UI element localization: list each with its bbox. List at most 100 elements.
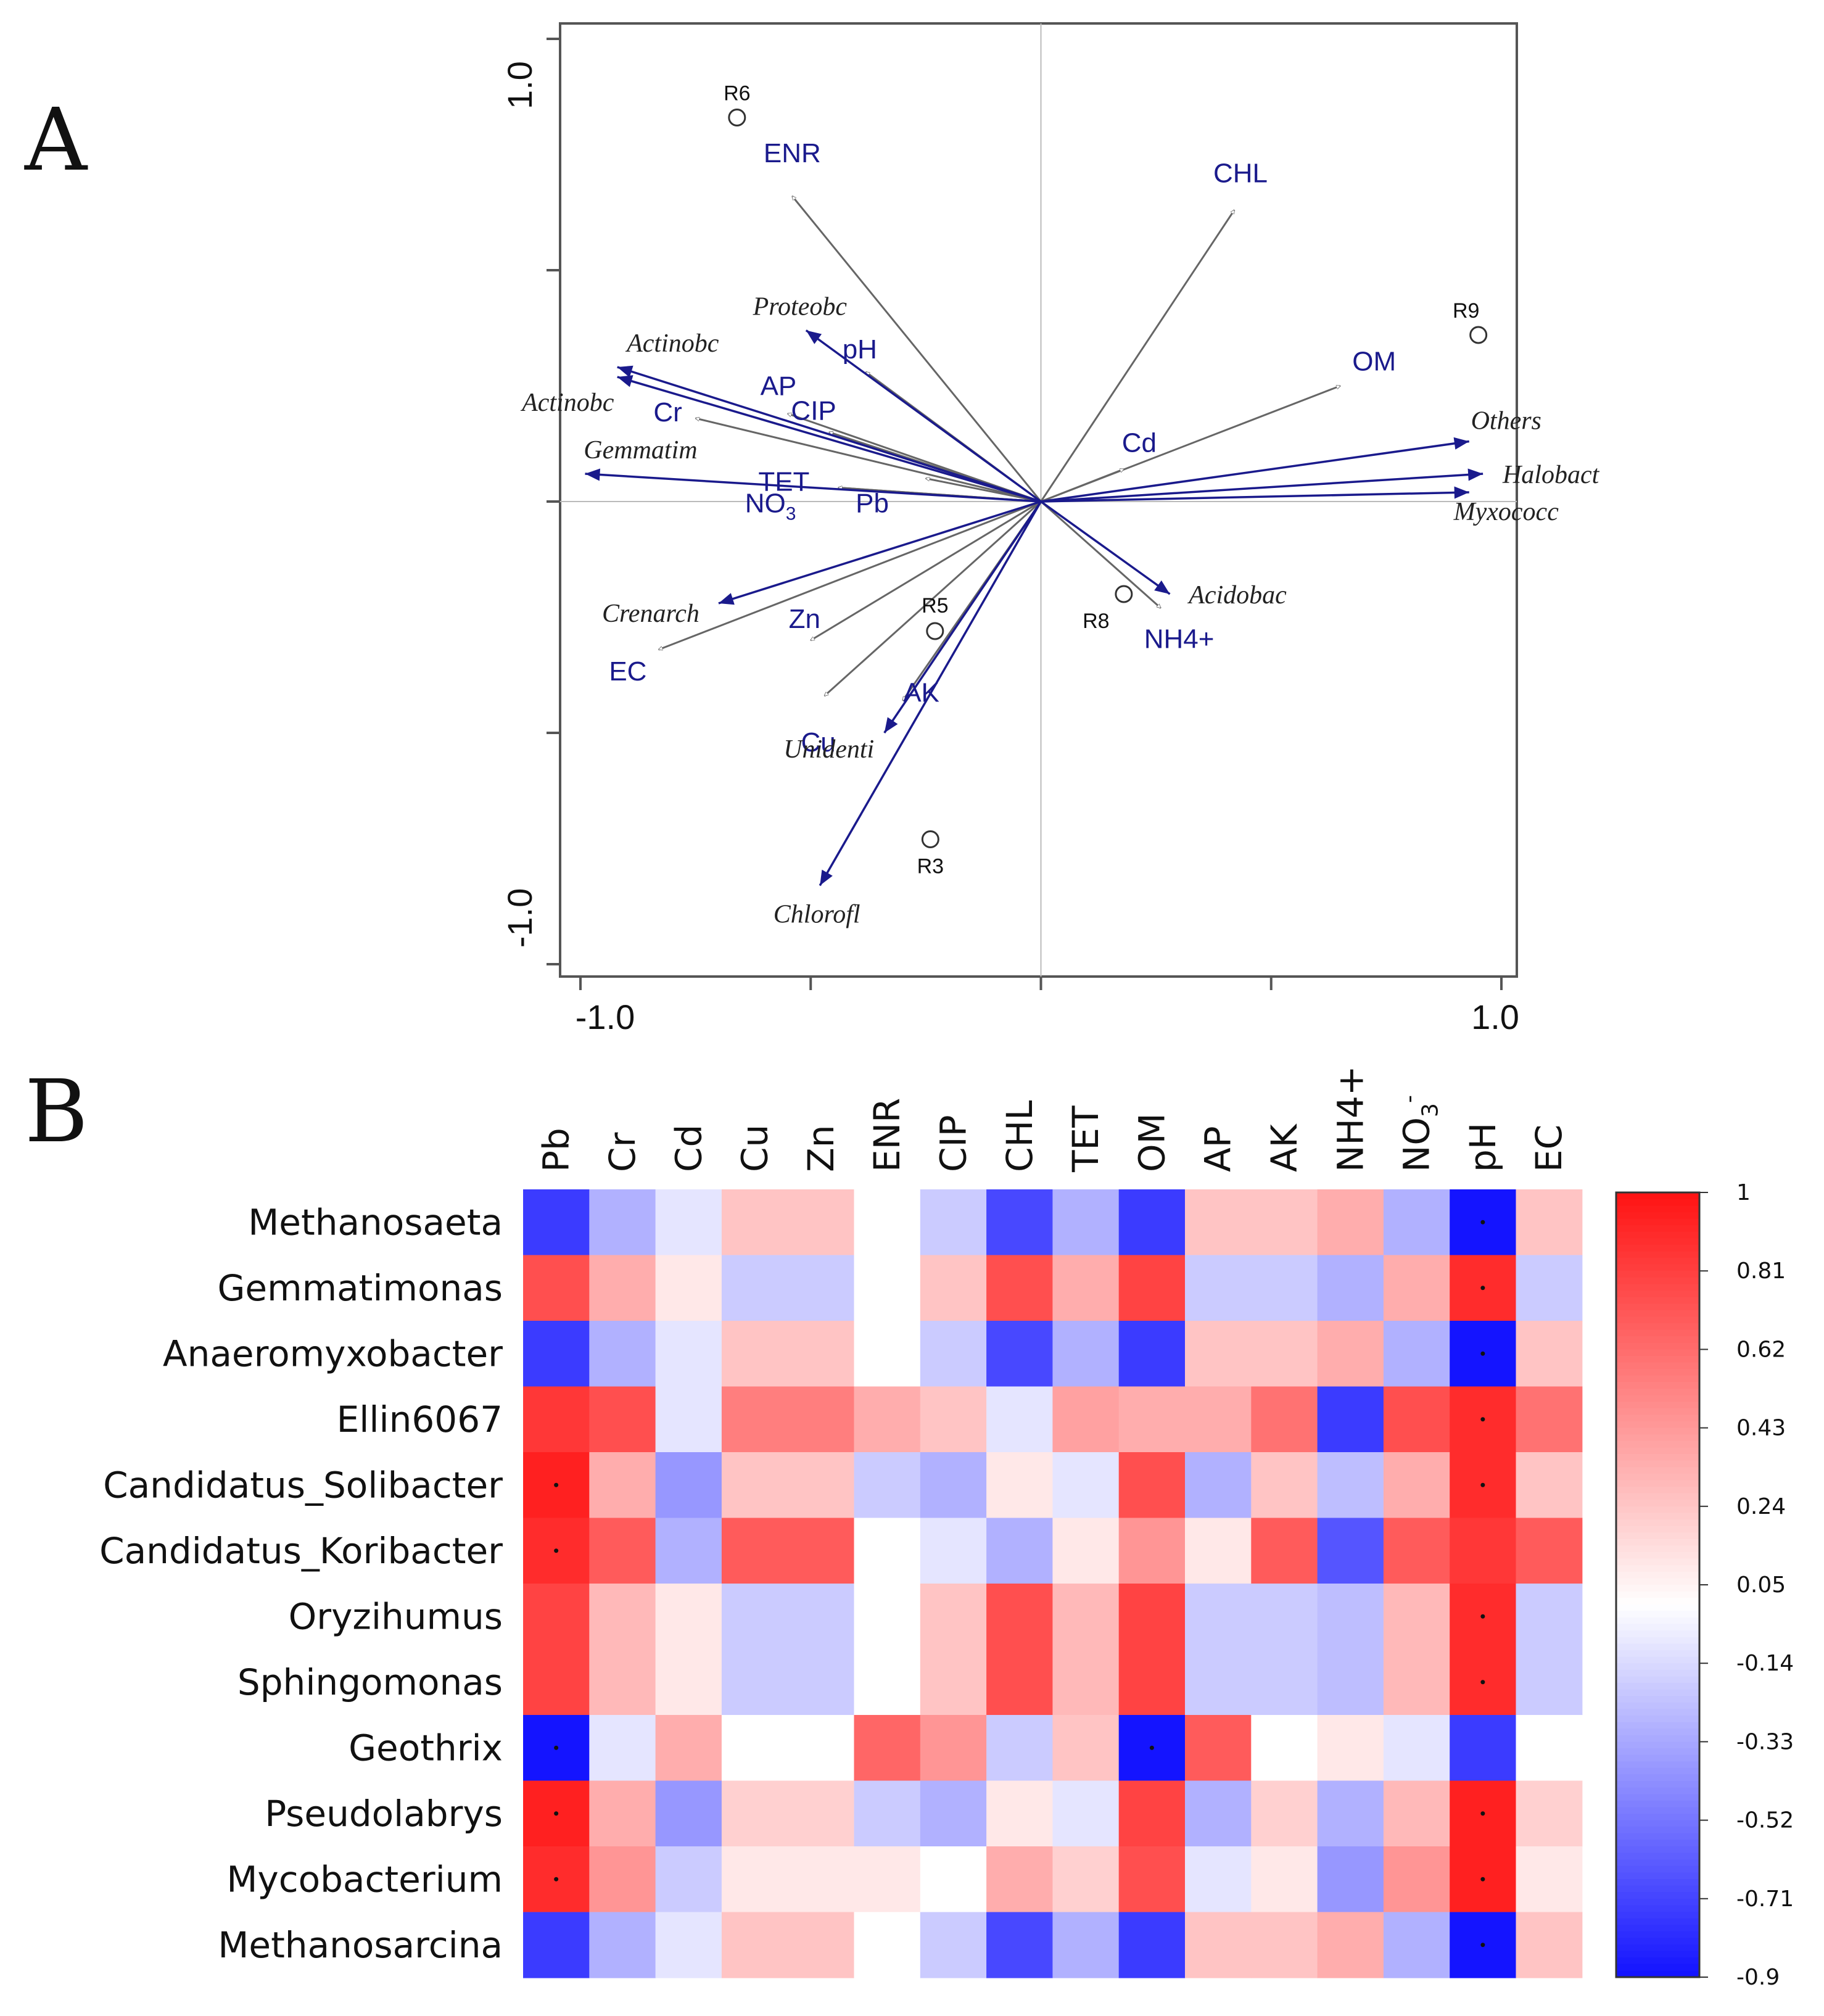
heatmap-cell [655, 1584, 722, 1650]
colorbar-step [1616, 1656, 1699, 1664]
significance-dot [554, 1548, 559, 1553]
heatmap-cell [1516, 1255, 1583, 1321]
heatmap-cell [1317, 1452, 1384, 1519]
env-arrow-zn [811, 500, 1042, 642]
heatmap-cell [920, 1518, 987, 1584]
heatmap [523, 1189, 1583, 1978]
colorbar-step [1616, 1277, 1699, 1285]
heatmap-cell [1052, 1780, 1120, 1847]
heatmap-cell [986, 1255, 1053, 1321]
column-label: CIP [932, 1115, 974, 1172]
colorbar-step [1616, 1716, 1699, 1723]
site-point [921, 830, 939, 848]
colorbar-step [1616, 1741, 1699, 1749]
colorbar-step [1616, 1611, 1699, 1618]
heatmap-cell [854, 1846, 921, 1913]
heatmap-cell [523, 1912, 590, 1978]
significance-dot [1149, 1745, 1154, 1750]
heatmap-cell [1450, 1518, 1517, 1584]
heatmap-cell [854, 1255, 921, 1321]
species-arrow-head [585, 468, 601, 481]
colorbar-step [1616, 1467, 1699, 1474]
heatmap-cell [854, 1780, 921, 1847]
heatmap-cell [1383, 1715, 1450, 1782]
heatmap-cell [788, 1321, 855, 1387]
heatmap-cell [721, 1189, 788, 1256]
heatmap-cell [1516, 1584, 1583, 1650]
heatmap-cell [523, 1321, 590, 1387]
colorbar-step [1616, 1506, 1699, 1514]
heatmap-cell [1251, 1780, 1318, 1847]
rda-species-vectors: Proteobc Actinobc Actinobc Gemmatim Crenarch… [520, 293, 1600, 929]
heatmap-cell [589, 1649, 656, 1716]
colorbar-step [1616, 1859, 1699, 1867]
colorbar-step [1616, 1303, 1699, 1311]
heatmap-cell [1118, 1584, 1186, 1650]
heatmap-cell [788, 1649, 855, 1716]
row-label: Methanosaeta [248, 1201, 503, 1243]
colorbar-step [1616, 1571, 1699, 1579]
env-label: ENR [764, 138, 821, 168]
column-label: NH4+ [1329, 1066, 1371, 1173]
heatmap-cell [1052, 1846, 1120, 1913]
colorbar-step [1616, 1591, 1699, 1599]
colorbar-step [1616, 1787, 1699, 1795]
colorbar-step [1616, 1774, 1699, 1782]
colorbar-step [1616, 1598, 1699, 1605]
site-label: R5 [922, 594, 948, 618]
colorbar-step [1616, 1565, 1699, 1572]
colorbar-step [1616, 1487, 1699, 1494]
heatmap-cell [1185, 1584, 1252, 1650]
heatmap-cell [1251, 1846, 1318, 1913]
colorbar-step [1616, 1199, 1699, 1207]
species-arrow [1041, 473, 1484, 503]
colorbar-step [1616, 1552, 1699, 1560]
row-label: Methanosarcina [218, 1924, 503, 1966]
heatmap-cell [721, 1912, 788, 1978]
heatmap-cell [1118, 1386, 1186, 1453]
heatmap-cell [589, 1584, 656, 1650]
env-label: AK [903, 678, 939, 708]
heatmap-cell [1317, 1189, 1384, 1256]
colorbar-step [1616, 1892, 1699, 1899]
heatmap-cell [589, 1912, 656, 1978]
heatmap-cell [1383, 1912, 1450, 1978]
heatmap-cell [1052, 1386, 1120, 1453]
heatmap-cell [986, 1386, 1053, 1453]
env-arrow-enr [791, 196, 1042, 502]
heatmap-cell [1118, 1912, 1186, 1978]
species-arrow-head [617, 375, 633, 387]
heatmap-cell [920, 1846, 987, 1913]
y-tick-label: 1.0 [500, 61, 539, 109]
column-label: AK [1263, 1123, 1305, 1172]
colorbar-step [1616, 1369, 1699, 1376]
species-arrow-head [1454, 486, 1469, 499]
row-label: Geothrix [349, 1727, 503, 1769]
colorbar-tick-label: 0.43 [1736, 1416, 1786, 1441]
heatmap-cell [1516, 1649, 1583, 1716]
heatmap-cell [1052, 1584, 1120, 1650]
heatmap-cell [1383, 1255, 1450, 1321]
heatmap-cell [589, 1715, 656, 1782]
colorbar-step [1616, 1500, 1699, 1507]
colorbar-step [1616, 1421, 1699, 1429]
heatmap-cell [1052, 1649, 1120, 1716]
heatmap-cell [854, 1189, 921, 1256]
heatmap-cell [655, 1452, 722, 1519]
env-arrow-ec [659, 500, 1042, 650]
heatmap-cell [854, 1912, 921, 1978]
heatmap-cell [721, 1846, 788, 1913]
rda-axes: -1.0 1.0 1.0 -1.0 [500, 23, 1519, 1036]
heatmap-cell [920, 1649, 987, 1716]
heatmap-cell [1251, 1452, 1318, 1519]
heatmap-cell [986, 1846, 1053, 1913]
colorbar-tick-label: 0.05 [1736, 1572, 1786, 1598]
heatmap-cell [1516, 1452, 1583, 1519]
heatmap-cell [721, 1780, 788, 1847]
site-label: R9 [1453, 299, 1479, 323]
row-label: Pseudolabrys [265, 1793, 503, 1835]
colorbar-step [1616, 1951, 1699, 1959]
colorbar-step [1616, 1669, 1699, 1677]
colorbar-step [1616, 1938, 1699, 1945]
